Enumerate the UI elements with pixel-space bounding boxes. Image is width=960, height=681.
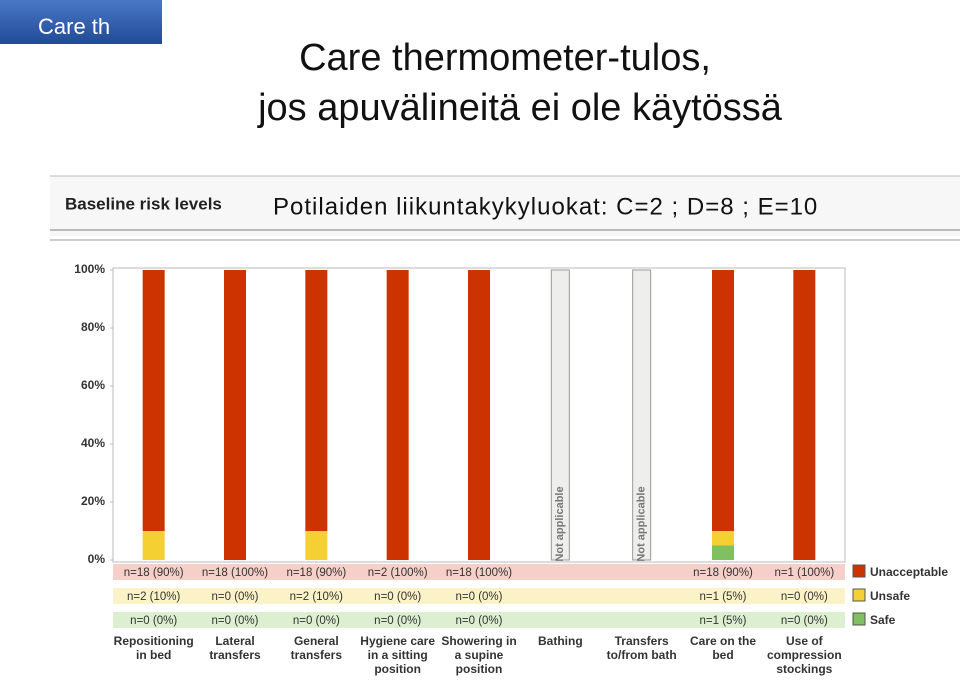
value-label: n=0 (0%) bbox=[781, 615, 828, 627]
legend-label: Safe bbox=[870, 613, 896, 627]
bar-segment bbox=[468, 270, 490, 560]
value-label: n=18 (90%) bbox=[286, 567, 346, 579]
bar-segment bbox=[793, 270, 816, 560]
x-tick-label: Repositioning in bed bbox=[113, 634, 194, 662]
bar-segment bbox=[142, 270, 165, 531]
value-label: n=2 (100%) bbox=[368, 567, 428, 579]
bar-segment bbox=[712, 270, 734, 531]
value-label: n=0 (0%) bbox=[212, 591, 259, 603]
title-line: jos apuvälineitä ei ole käytössä bbox=[257, 87, 783, 129]
value-label: n=18 (100%) bbox=[446, 567, 512, 579]
value-label: n=18 (90%) bbox=[124, 567, 184, 579]
value-label: n=0 (0%) bbox=[374, 591, 421, 603]
bar-segment bbox=[712, 531, 734, 546]
y-tick-label: 80% bbox=[81, 320, 105, 334]
x-tick-label: General transfers bbox=[290, 634, 342, 662]
legend-label: Unsafe bbox=[870, 589, 910, 603]
value-label: n=1 (5%) bbox=[700, 615, 747, 627]
subtitle: Potilaiden liikuntakykyluokat: C=2 ; D=8… bbox=[273, 193, 818, 220]
y-tick-label: 0% bbox=[88, 552, 106, 566]
chart-title: Baseline risk levels bbox=[65, 194, 222, 213]
value-label: n=18 (90%) bbox=[693, 567, 753, 579]
value-label: n=1 (100%) bbox=[774, 567, 834, 579]
x-tick-label: Transfers to/from bath bbox=[606, 634, 677, 662]
na-bar bbox=[632, 269, 652, 561]
value-label: n=0 (0%) bbox=[456, 615, 503, 627]
panel-header bbox=[50, 176, 960, 236]
row-stripe bbox=[113, 588, 845, 604]
x-tick-label: Lateral transfers bbox=[209, 634, 261, 662]
y-tick-label: 60% bbox=[81, 378, 105, 392]
value-label: n=0 (0%) bbox=[456, 591, 503, 603]
value-label: n=2 (10%) bbox=[290, 591, 344, 603]
value-label: n=18 (100%) bbox=[202, 567, 268, 579]
value-label: n=0 (0%) bbox=[374, 615, 421, 627]
x-tick-label: Use of compression stockings bbox=[766, 634, 842, 676]
legend-swatch bbox=[852, 588, 866, 602]
bar-segment bbox=[142, 531, 165, 560]
value-label: n=0 (0%) bbox=[130, 615, 177, 627]
tab bbox=[0, 0, 162, 44]
bar-segment bbox=[305, 270, 328, 531]
bar-segment bbox=[386, 270, 409, 560]
na-label: Not applicable bbox=[636, 486, 648, 561]
y-tick-label: 40% bbox=[81, 436, 105, 450]
bar-segment bbox=[224, 270, 246, 560]
plot-frame bbox=[112, 267, 846, 563]
legend-swatch bbox=[852, 612, 866, 626]
value-label: n=1 (5%) bbox=[700, 591, 747, 603]
x-tick-label: Bathing bbox=[537, 634, 583, 648]
legend-swatch bbox=[852, 564, 866, 578]
x-tick-label: Hygiene care in a sitting position bbox=[360, 634, 436, 676]
value-label: n=0 (0%) bbox=[293, 615, 340, 627]
row-stripe bbox=[113, 612, 845, 628]
tab-label: Care th bbox=[38, 14, 110, 39]
na-label: Not applicable bbox=[554, 486, 566, 561]
value-label: n=0 (0%) bbox=[212, 615, 259, 627]
row-stripe bbox=[113, 564, 845, 580]
bar-segment bbox=[712, 545, 734, 560]
y-tick-label: 100% bbox=[74, 262, 105, 276]
value-label: n=0 (0%) bbox=[781, 591, 828, 603]
title-line: Care thermometer-tulos, bbox=[299, 37, 711, 79]
x-tick-label: Showering in a supine position bbox=[441, 634, 517, 676]
value-label: n=2 (10%) bbox=[127, 591, 181, 603]
y-tick-label: 20% bbox=[81, 494, 105, 508]
bar-segment bbox=[305, 531, 328, 560]
legend-label: Unacceptable bbox=[870, 565, 948, 579]
na-bar bbox=[550, 269, 570, 561]
x-tick-label: Care on the bed bbox=[689, 634, 756, 662]
